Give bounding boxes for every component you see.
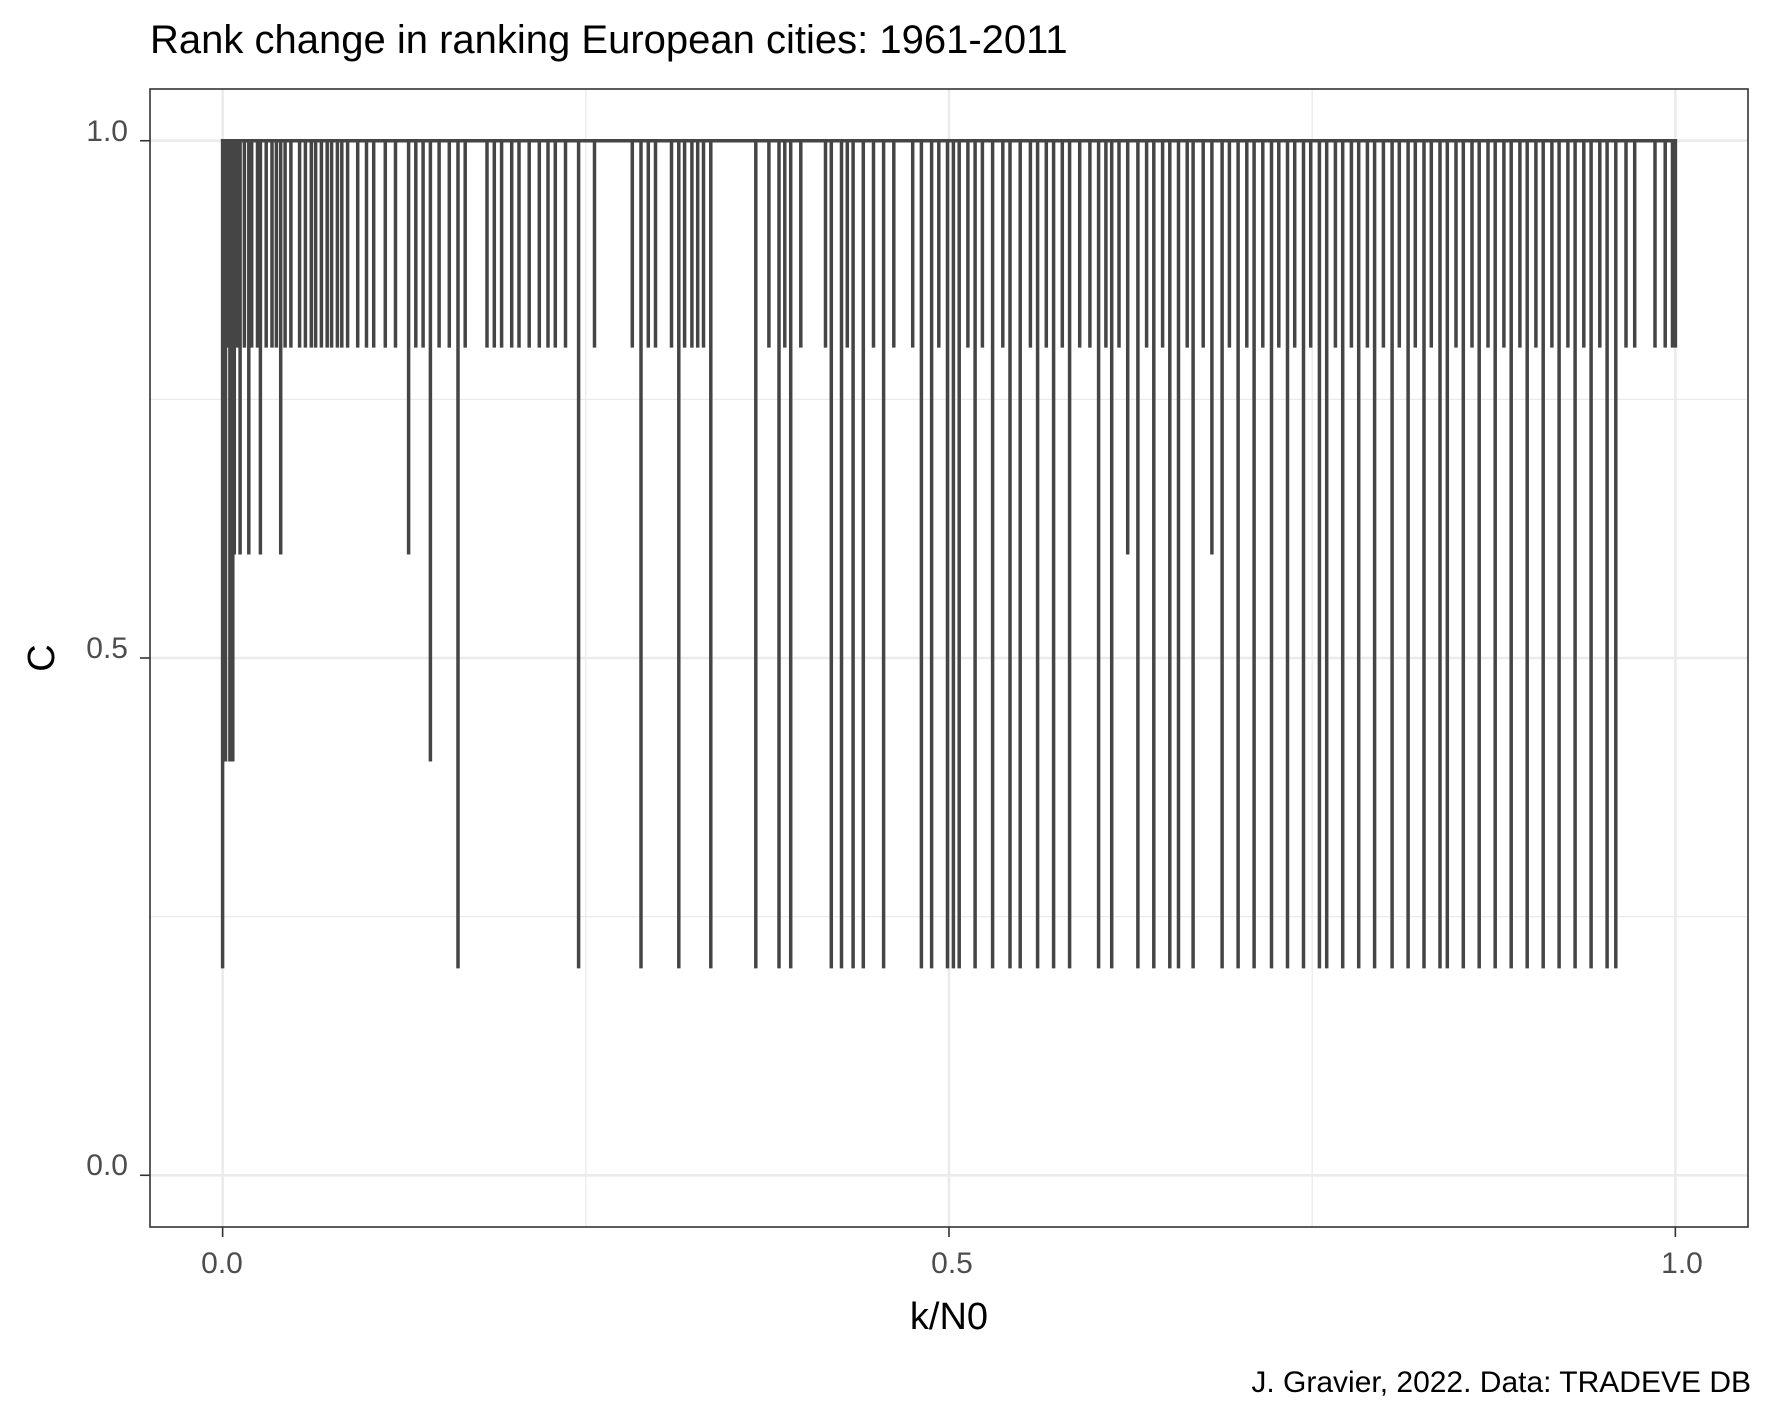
y-tick-label: 0.0 — [86, 1149, 128, 1182]
y-tick-label: 1.0 — [86, 115, 128, 148]
x-axis-title: k/N0 — [910, 1296, 988, 1338]
x-ticks — [221, 1227, 1677, 1237]
x-tick-label: 0.5 — [931, 1247, 973, 1280]
x-axis: 0.0 0.5 1.0 — [201, 1227, 1703, 1280]
y-ticks — [140, 139, 150, 1177]
x-tick-label: 1.0 — [1661, 1247, 1703, 1280]
plot-panel — [149, 88, 1749, 1228]
y-axis-title: C — [21, 644, 63, 671]
chart-caption: J. Gravier, 2022. Data: TRADEVE DB — [1251, 1366, 1751, 1399]
y-tick-label: 0.5 — [86, 632, 128, 665]
y-axis: 0.0 0.5 1.0 — [86, 115, 150, 1182]
chart-title: Rank change in ranking European cities: … — [150, 18, 1068, 62]
x-tick-label: 0.0 — [201, 1247, 243, 1280]
series-line — [220, 138, 1678, 969]
